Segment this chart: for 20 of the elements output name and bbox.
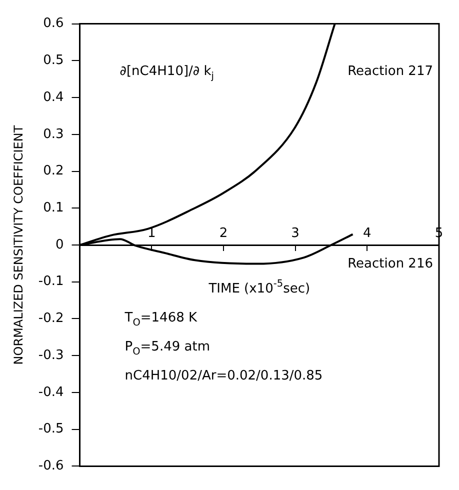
y-tick-label: -0.5	[38, 422, 64, 437]
x-tick-label: 4	[363, 226, 372, 242]
y-tick-label: 0.4	[43, 90, 64, 105]
y-tick-label: 0.6	[43, 16, 64, 32]
y-tick-label: 0.2	[43, 164, 64, 179]
series-label: Reaction 217	[348, 64, 434, 80]
y-tick-label: -0.6	[38, 458, 64, 474]
y-tick-label: 0	[55, 237, 64, 252]
annotation: nC4H10/02/Ar=0.02/0.13/0.85	[124, 368, 323, 384]
y-tick-label: -0.3	[38, 348, 64, 363]
y-tick-label: -0.2	[38, 311, 64, 326]
y-tick-label: 0.3	[43, 126, 64, 142]
y-tick-label: -0.1	[38, 274, 64, 290]
y-axis-title: NORMALIZED SENSITIVITY COEFFICIENT	[11, 124, 26, 365]
y-tick-label: 0.5	[43, 53, 64, 68]
x-tick-label: 2	[219, 226, 228, 242]
series-label: Reaction 216	[348, 256, 434, 272]
x-tick-label: 3	[291, 226, 300, 242]
y-tick-label: 0.1	[43, 200, 64, 216]
y-tick-label: -0.4	[38, 384, 64, 400]
